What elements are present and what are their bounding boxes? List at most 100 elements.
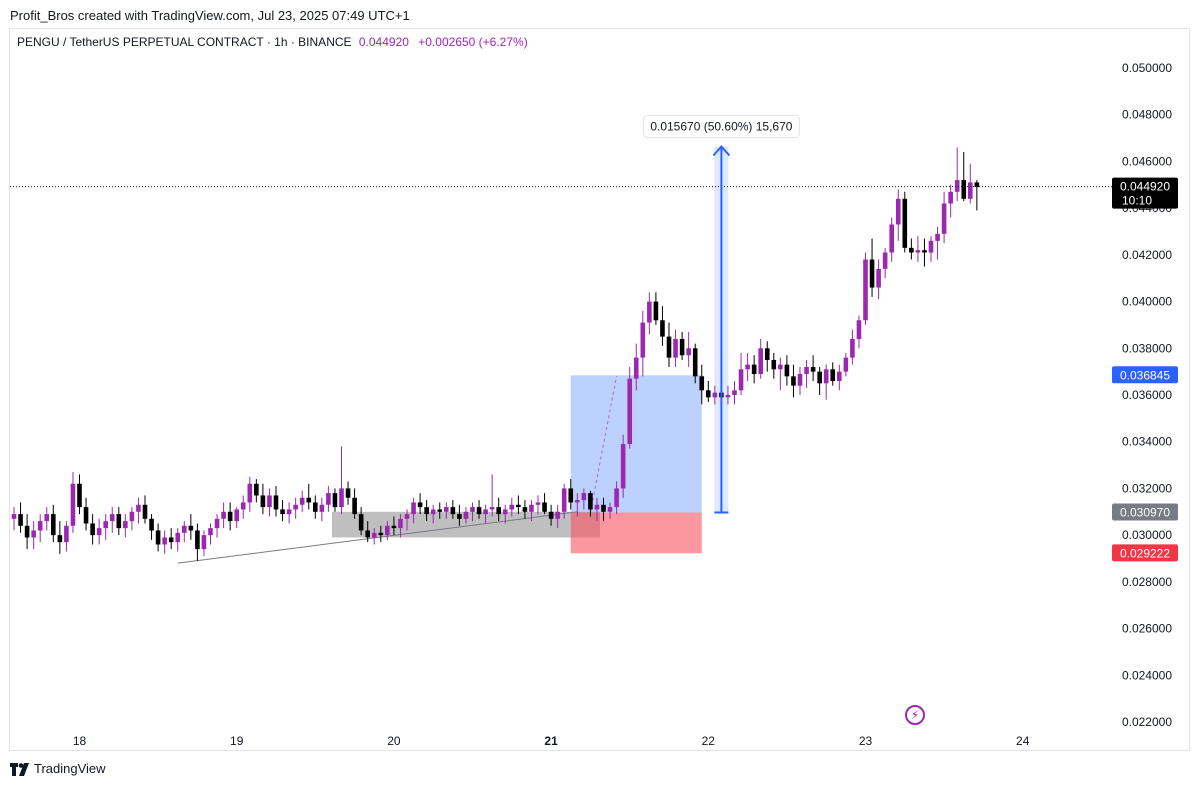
long-position-loss-zone (570, 512, 702, 554)
candle-body (928, 240, 934, 253)
candle-body (90, 523, 95, 536)
price-tick-label: 0.028000 (1122, 575, 1172, 589)
candle-body (424, 507, 429, 515)
last-price-badge-bg (1112, 177, 1178, 209)
candle-body (306, 497, 312, 503)
candle-body (332, 493, 338, 508)
position-path-line (589, 376, 618, 513)
candle-body (70, 483, 76, 526)
price-axis: 0.0500000.0480000.0460000.0440000.042000… (1122, 61, 1172, 729)
candle-body (555, 511, 560, 519)
candle-body (358, 514, 364, 531)
stop-price-badge: 0.029222 (1120, 546, 1170, 560)
price-tick-label: 0.048000 (1122, 108, 1172, 122)
candle-body (516, 504, 521, 508)
footer-brand: TradingView (10, 761, 106, 776)
price-tick-label: 0.022000 (1122, 715, 1172, 729)
candle-body (188, 525, 194, 531)
symbol-title[interactable]: PENGU / TetherUS PERPETUAL CONTRACT · 1h… (17, 35, 352, 49)
candle-body (286, 509, 292, 515)
time-tick-label: 24 (1016, 734, 1030, 748)
candle-body (745, 364, 750, 370)
candle-body (968, 182, 973, 199)
measure-layer: 0.015670 (50.60%) 15,670 (10, 114, 1112, 514)
chart-frame (9, 28, 1190, 751)
candle-body (155, 530, 161, 545)
symbol-legend[interactable]: PENGU / TetherUS PERPETUAL CONTRACT · 1h… (17, 35, 528, 49)
time-tick-label: 19 (230, 734, 244, 748)
candle-body (843, 357, 849, 372)
candle-body (470, 507, 475, 512)
drawing-layer (177, 375, 702, 564)
candle-body (961, 180, 967, 199)
candle-body (483, 509, 488, 515)
candle-body (568, 488, 574, 503)
candle-body (129, 511, 135, 522)
legend-change: +0.002650 (+6.27%) (418, 35, 528, 49)
candle-body (345, 488, 351, 498)
time-tick-label: 21 (544, 734, 558, 748)
footer-brand-label: TradingView (34, 761, 106, 776)
candle-body (299, 497, 305, 505)
candle-body (352, 497, 357, 515)
candle-body (614, 488, 619, 508)
candle-body (339, 488, 344, 508)
candle-body (771, 359, 777, 370)
candle-body (791, 376, 796, 386)
price-tick-label: 0.026000 (1122, 622, 1172, 636)
candle-body (326, 493, 331, 505)
candle-body (666, 336, 672, 358)
candle-body (804, 366, 809, 374)
candle-body (162, 537, 167, 545)
candle-body (51, 514, 56, 536)
candle-body (313, 502, 318, 512)
candle-body (522, 507, 528, 512)
price-tick-label: 0.042000 (1122, 248, 1172, 262)
candle-body (509, 504, 515, 510)
candle-body (647, 301, 652, 323)
candle-body (935, 233, 940, 241)
candle-body (699, 376, 705, 391)
candle-body (594, 504, 600, 510)
candle-body (810, 366, 816, 372)
candle-body (77, 483, 82, 508)
candle-body (319, 504, 325, 512)
candle-body (974, 182, 980, 188)
candle-body (863, 259, 868, 321)
time-tick-label: 23 (859, 734, 873, 748)
candle-body (64, 525, 69, 543)
candle-body (254, 483, 259, 496)
candle-body (476, 507, 482, 515)
candle-body (411, 502, 416, 515)
candle-body (679, 338, 685, 356)
candle-body (247, 483, 253, 503)
candle-body (398, 518, 403, 529)
candle-body (44, 514, 50, 522)
candle-body (489, 507, 495, 510)
candle-body (561, 488, 567, 512)
candle-body (548, 511, 554, 519)
trend-line (177, 511, 578, 564)
measure-arrow-head (712, 144, 731, 157)
candle-body (371, 532, 377, 538)
candle-body (57, 535, 63, 543)
candle-body (103, 521, 108, 529)
candles-layer (11, 147, 980, 561)
last-price-badge: 0.044920 (1120, 180, 1170, 194)
lightning-icon[interactable]: ⚡ (905, 705, 925, 725)
candle-body (116, 514, 122, 529)
candle-body (575, 500, 580, 503)
candle-body (437, 509, 443, 512)
candle-body (444, 507, 449, 512)
candle-body (496, 507, 501, 515)
time-tick-label: 22 (702, 734, 716, 748)
candle-body (123, 521, 128, 529)
candle-body (902, 198, 908, 248)
candle-body (463, 511, 469, 519)
long-position-profit-zone (570, 375, 702, 513)
candle-body (450, 507, 456, 515)
candle-body (817, 371, 822, 384)
candle-body (751, 364, 757, 374)
